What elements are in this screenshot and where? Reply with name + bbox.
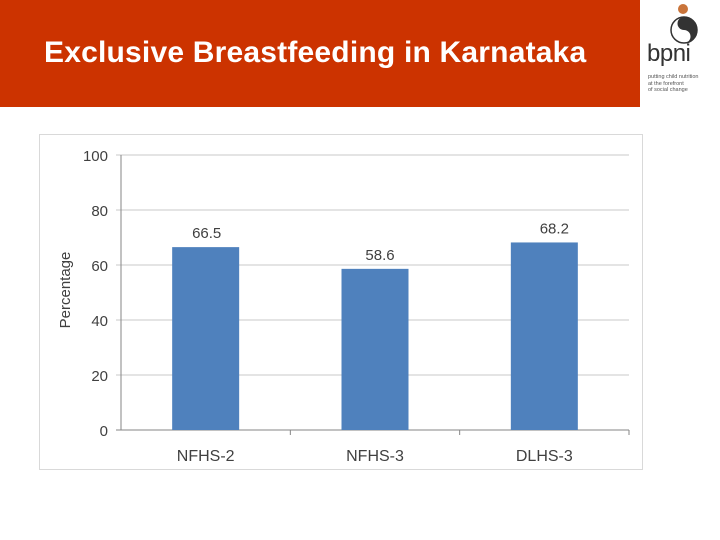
y-axis-label: Percentage [57, 252, 74, 329]
y-tick-label: 0 [100, 423, 108, 440]
y-tick-label: 40 [91, 313, 108, 330]
bpni-logo: bpni putting child nutrition at the fore… [640, 0, 720, 107]
bar [510, 242, 578, 430]
y-tick-label: 100 [83, 148, 108, 165]
data-label: 68.2 [540, 220, 569, 237]
y-tick-label: 20 [91, 368, 108, 385]
y-tick-label: 80 [91, 203, 108, 220]
x-tick-label: DLHS-3 [516, 448, 573, 465]
bar [172, 247, 240, 430]
slide-title: Exclusive Breastfeeding in Karnataka [44, 36, 587, 69]
bar [341, 268, 409, 430]
data-label: 66.5 [192, 225, 221, 242]
x-tick-label: NFHS-3 [346, 448, 404, 465]
y-tick-label: 60 [91, 258, 108, 275]
bpni-logo-mark-icon [670, 4, 698, 44]
logo-tagline: putting child nutrition at the forefront… [648, 74, 699, 93]
logo-wordmark: bpni [647, 40, 691, 67]
slide-header: Exclusive Breastfeeding in Karnataka [0, 0, 720, 107]
x-tick-label: NFHS-2 [177, 448, 235, 465]
data-label: 58.6 [365, 247, 394, 264]
